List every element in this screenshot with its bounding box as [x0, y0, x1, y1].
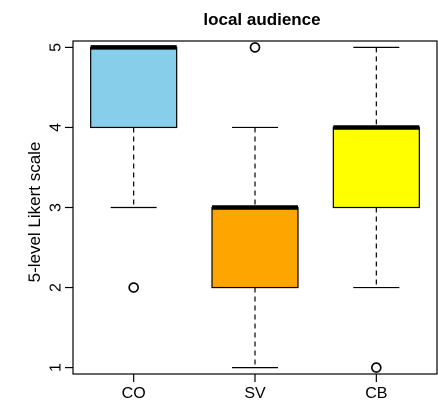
- x-tick-label: CO: [122, 385, 146, 402]
- box-group-cb: [332, 46, 420, 373]
- y-axis-label: 5-level Likert scale: [25, 142, 44, 283]
- chart-title: local audience: [203, 10, 320, 29]
- box-sv: [211, 206, 299, 289]
- y-tick-label: 1: [48, 363, 65, 372]
- y-tick-label: 5: [48, 43, 65, 52]
- y-tick-label: 3: [48, 203, 65, 212]
- y-tick-label: 4: [48, 123, 65, 132]
- box-co: [90, 46, 178, 129]
- x-tick-label: CB: [365, 385, 387, 402]
- y-tick-label: 2: [48, 283, 65, 292]
- outlier-point: [128, 282, 139, 293]
- box-cb: [332, 126, 420, 209]
- boxes: [90, 42, 420, 373]
- y-axis: 1 2 3 4 5: [48, 43, 73, 372]
- box-group-co: [90, 45, 178, 293]
- x-tick-label: SV: [244, 385, 266, 402]
- x-axis: CO SV CB: [122, 374, 387, 402]
- outlier-point: [249, 42, 261, 53]
- box-group-sv: [211, 42, 299, 369]
- outlier-point: [371, 362, 382, 373]
